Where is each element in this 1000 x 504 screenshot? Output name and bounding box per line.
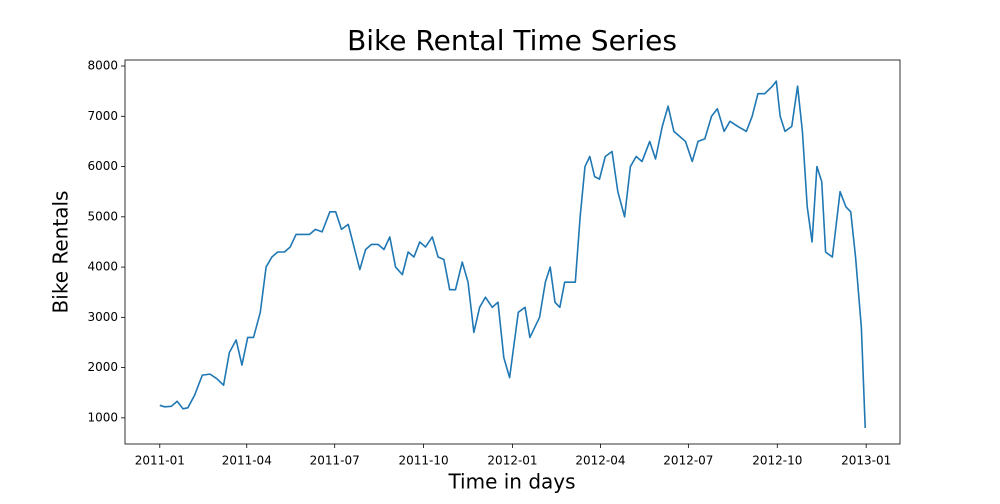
x-tick-label: 2012-07 bbox=[663, 454, 713, 468]
x-tick-label: 2012-01 bbox=[487, 454, 537, 468]
x-tick-label: 2012-04 bbox=[575, 454, 625, 468]
x-tick-label: 2013-01 bbox=[841, 454, 891, 468]
x-tick-label: 2011-04 bbox=[222, 454, 272, 468]
chart-title: Bike Rental Time Series bbox=[347, 24, 677, 57]
y-tick-label: 3000 bbox=[87, 310, 118, 324]
y-tick-label: 2000 bbox=[87, 360, 118, 374]
y-tick-label: 1000 bbox=[87, 410, 118, 424]
y-tick-label: 8000 bbox=[87, 59, 118, 73]
y-axis-label: Bike Rentals bbox=[49, 191, 73, 314]
data-line bbox=[159, 80, 867, 428]
y-tick-label: 4000 bbox=[87, 260, 118, 274]
x-axis-label: Time in days bbox=[447, 470, 575, 494]
y-tick-label: 7000 bbox=[87, 109, 118, 123]
y-tick-label: 6000 bbox=[87, 159, 118, 173]
plot-frame bbox=[124, 59, 901, 445]
x-tick-label: 2011-07 bbox=[310, 454, 360, 468]
y-tick-label: 5000 bbox=[87, 209, 118, 223]
x-tick-label: 2011-01 bbox=[135, 454, 185, 468]
x-tick-label: 2011-10 bbox=[399, 454, 449, 468]
x-tick-label: 2012-10 bbox=[752, 454, 802, 468]
